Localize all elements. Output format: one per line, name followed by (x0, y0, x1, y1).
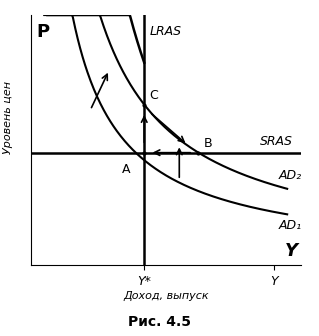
Text: C: C (150, 89, 158, 102)
X-axis label: Доход, выпуск: Доход, выпуск (123, 291, 209, 301)
Text: AD₁: AD₁ (279, 219, 302, 232)
Text: Уровень цен: Уровень цен (3, 81, 13, 154)
Text: LRAS: LRAS (150, 25, 182, 38)
Text: B: B (204, 137, 212, 150)
Text: P: P (36, 23, 49, 41)
Text: A: A (122, 163, 131, 176)
Text: Y: Y (285, 242, 298, 260)
Text: SRAS: SRAS (260, 135, 293, 148)
Text: Рис. 4.5: Рис. 4.5 (128, 315, 191, 329)
Text: AD₂: AD₂ (279, 169, 302, 182)
